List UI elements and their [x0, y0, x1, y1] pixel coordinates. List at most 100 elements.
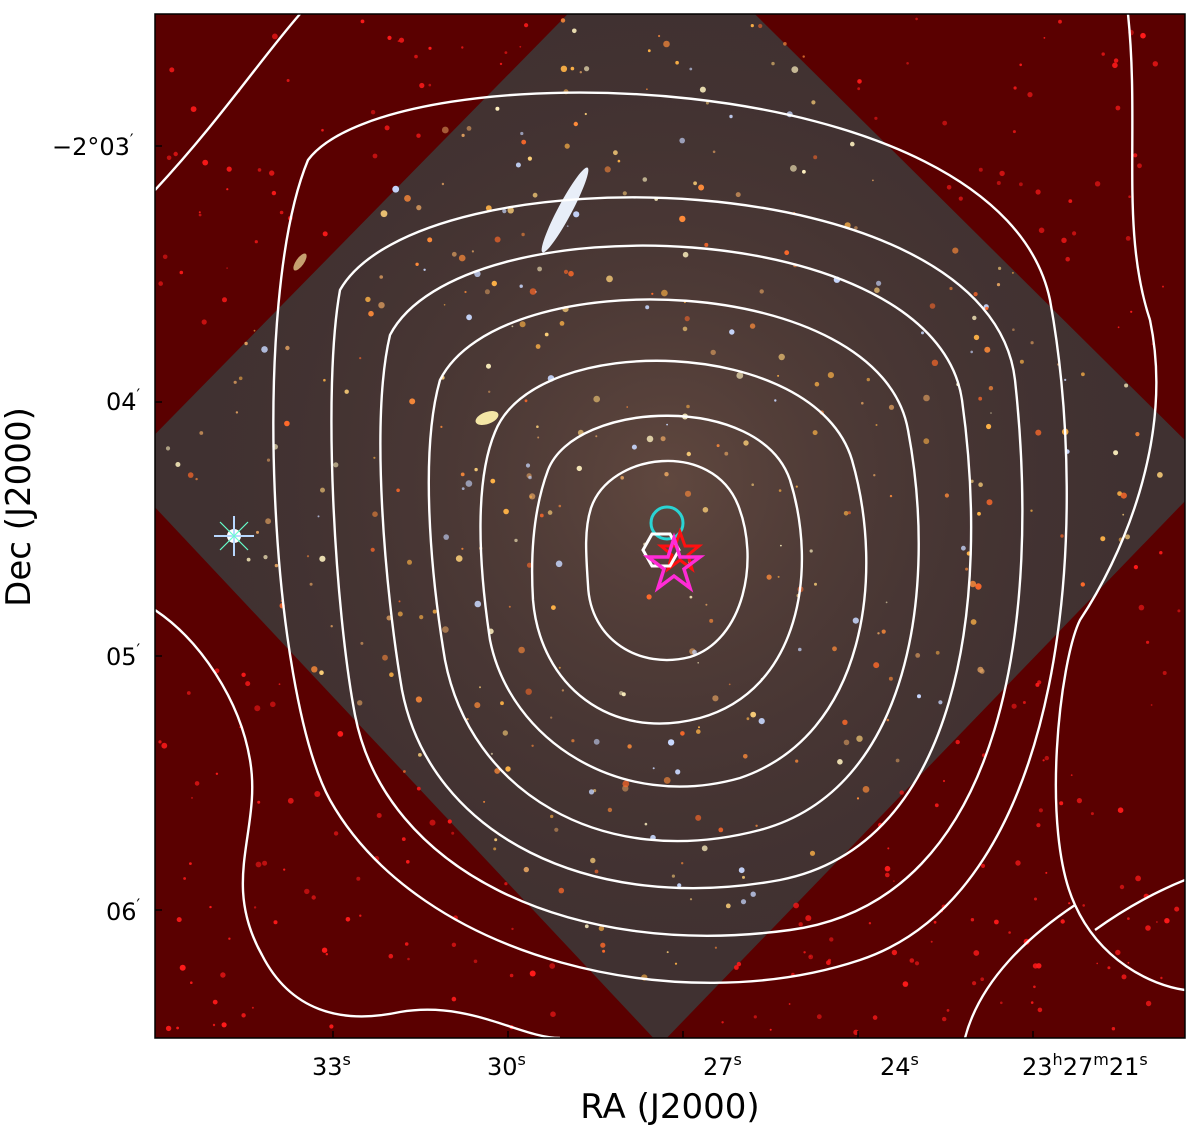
galaxy-dot [604, 166, 611, 173]
bcg-markers [641, 505, 706, 593]
galaxy-dot [486, 363, 491, 369]
galaxy-dot [220, 972, 226, 978]
galaxy-dot [319, 670, 324, 675]
galaxy-dot [584, 112, 587, 116]
galaxy-dot [874, 287, 880, 294]
galaxy-dot [165, 446, 171, 451]
galaxy-dot [873, 662, 880, 669]
galaxy-dot [423, 268, 426, 271]
galaxy-dot [877, 632, 880, 635]
galaxy-dot [795, 759, 799, 763]
galaxy-dot [360, 641, 364, 645]
galaxy-dot [805, 915, 812, 922]
galaxy-dot [891, 949, 898, 956]
galaxy-dot [285, 345, 290, 351]
galaxy-dot [829, 937, 834, 942]
x-axis-label: RA (J2000) [580, 1087, 759, 1127]
galaxy-dot [1080, 582, 1086, 587]
galaxy-dot [1008, 931, 1011, 934]
galaxy-dot [222, 297, 227, 303]
galaxy-dot [593, 738, 600, 745]
galaxy-dot [202, 159, 209, 166]
galaxy-dot [329, 1024, 334, 1029]
galaxy-dot [814, 582, 817, 586]
galaxy-dot [827, 372, 835, 379]
galaxy-dot [984, 346, 991, 353]
galaxy-dot [209, 905, 212, 909]
galaxy-dot [215, 772, 219, 775]
galaxy-dot [1033, 985, 1036, 989]
galaxy-dot [1076, 798, 1082, 804]
y-tick-label-04: 04′ [106, 385, 141, 416]
galaxy-dot [746, 717, 750, 721]
galaxy-dot [914, 961, 920, 966]
galaxy-dot [1013, 86, 1017, 90]
galaxy-dot [473, 959, 478, 964]
galaxy-dot [226, 188, 229, 191]
galaxy-dot [750, 711, 757, 718]
galaxy-dot [660, 436, 666, 442]
galaxy-dot [1122, 513, 1125, 516]
galaxy-dot [689, 898, 693, 901]
galaxy-dot [620, 476, 624, 480]
galaxy-dot [1125, 534, 1130, 540]
galaxy-dot [256, 530, 259, 534]
galaxy-dot [990, 412, 992, 414]
galaxy-dot [679, 215, 686, 223]
elliptical-galaxy [475, 411, 499, 425]
galaxy-dot [1030, 1001, 1034, 1004]
galaxy-dot [1152, 61, 1159, 67]
galaxy-dot [238, 376, 243, 381]
galaxy-dot [684, 316, 690, 322]
galaxy-dot [1036, 823, 1041, 828]
contour-10 [1094, 878, 1185, 931]
galaxy-dot [568, 270, 574, 277]
galaxy-dot [613, 150, 618, 156]
galaxy-dot [474, 600, 482, 608]
galaxy-dot [169, 67, 175, 73]
galaxy-dot [994, 919, 999, 925]
galaxy-dot [384, 125, 390, 131]
galaxy-dot [627, 744, 632, 749]
galaxy-dot [521, 139, 527, 145]
galaxy-dot [777, 575, 780, 578]
galaxy-dot [734, 965, 739, 970]
galaxy-dot [509, 973, 514, 978]
galaxy-dot [356, 876, 361, 881]
galaxy-dot [790, 165, 797, 172]
galaxy-dot [970, 479, 974, 483]
galaxy-dot [1090, 812, 1094, 816]
galaxy-dot [368, 310, 374, 317]
galaxy-dot [712, 695, 719, 702]
galaxy-dot [387, 35, 392, 41]
galaxy-dot [646, 435, 654, 443]
galaxy-dot [978, 482, 983, 488]
galaxy-dot [712, 150, 716, 154]
galaxy-dot [664, 472, 669, 477]
galaxy-dot [946, 185, 952, 190]
galaxy-dot [261, 346, 268, 353]
galaxy-dot [1012, 328, 1015, 332]
galaxy-dot [511, 927, 514, 931]
galaxy-dot [483, 800, 486, 803]
galaxy-dot [942, 779, 946, 783]
galaxy-dot [241, 1013, 246, 1018]
galaxy-dot [729, 114, 733, 119]
galaxy-dot [1011, 703, 1017, 709]
galaxy-dot [736, 961, 742, 967]
galaxy-dot [972, 315, 977, 321]
galaxy-dot [519, 284, 523, 288]
galaxy-dot [158, 281, 163, 286]
galaxy-dot [491, 280, 497, 287]
galaxy-dot [451, 831, 455, 835]
galaxy-dot [528, 475, 532, 480]
galaxy-dot [850, 141, 855, 147]
galaxy-dot [978, 396, 983, 401]
galaxy-dot [404, 942, 409, 946]
galaxy-dot [311, 666, 318, 673]
galaxy-dot [909, 958, 915, 963]
galaxy-dot [795, 485, 798, 488]
galaxy-dot [321, 947, 328, 953]
galaxy-dot [1157, 472, 1163, 478]
galaxy-dot [977, 666, 984, 673]
